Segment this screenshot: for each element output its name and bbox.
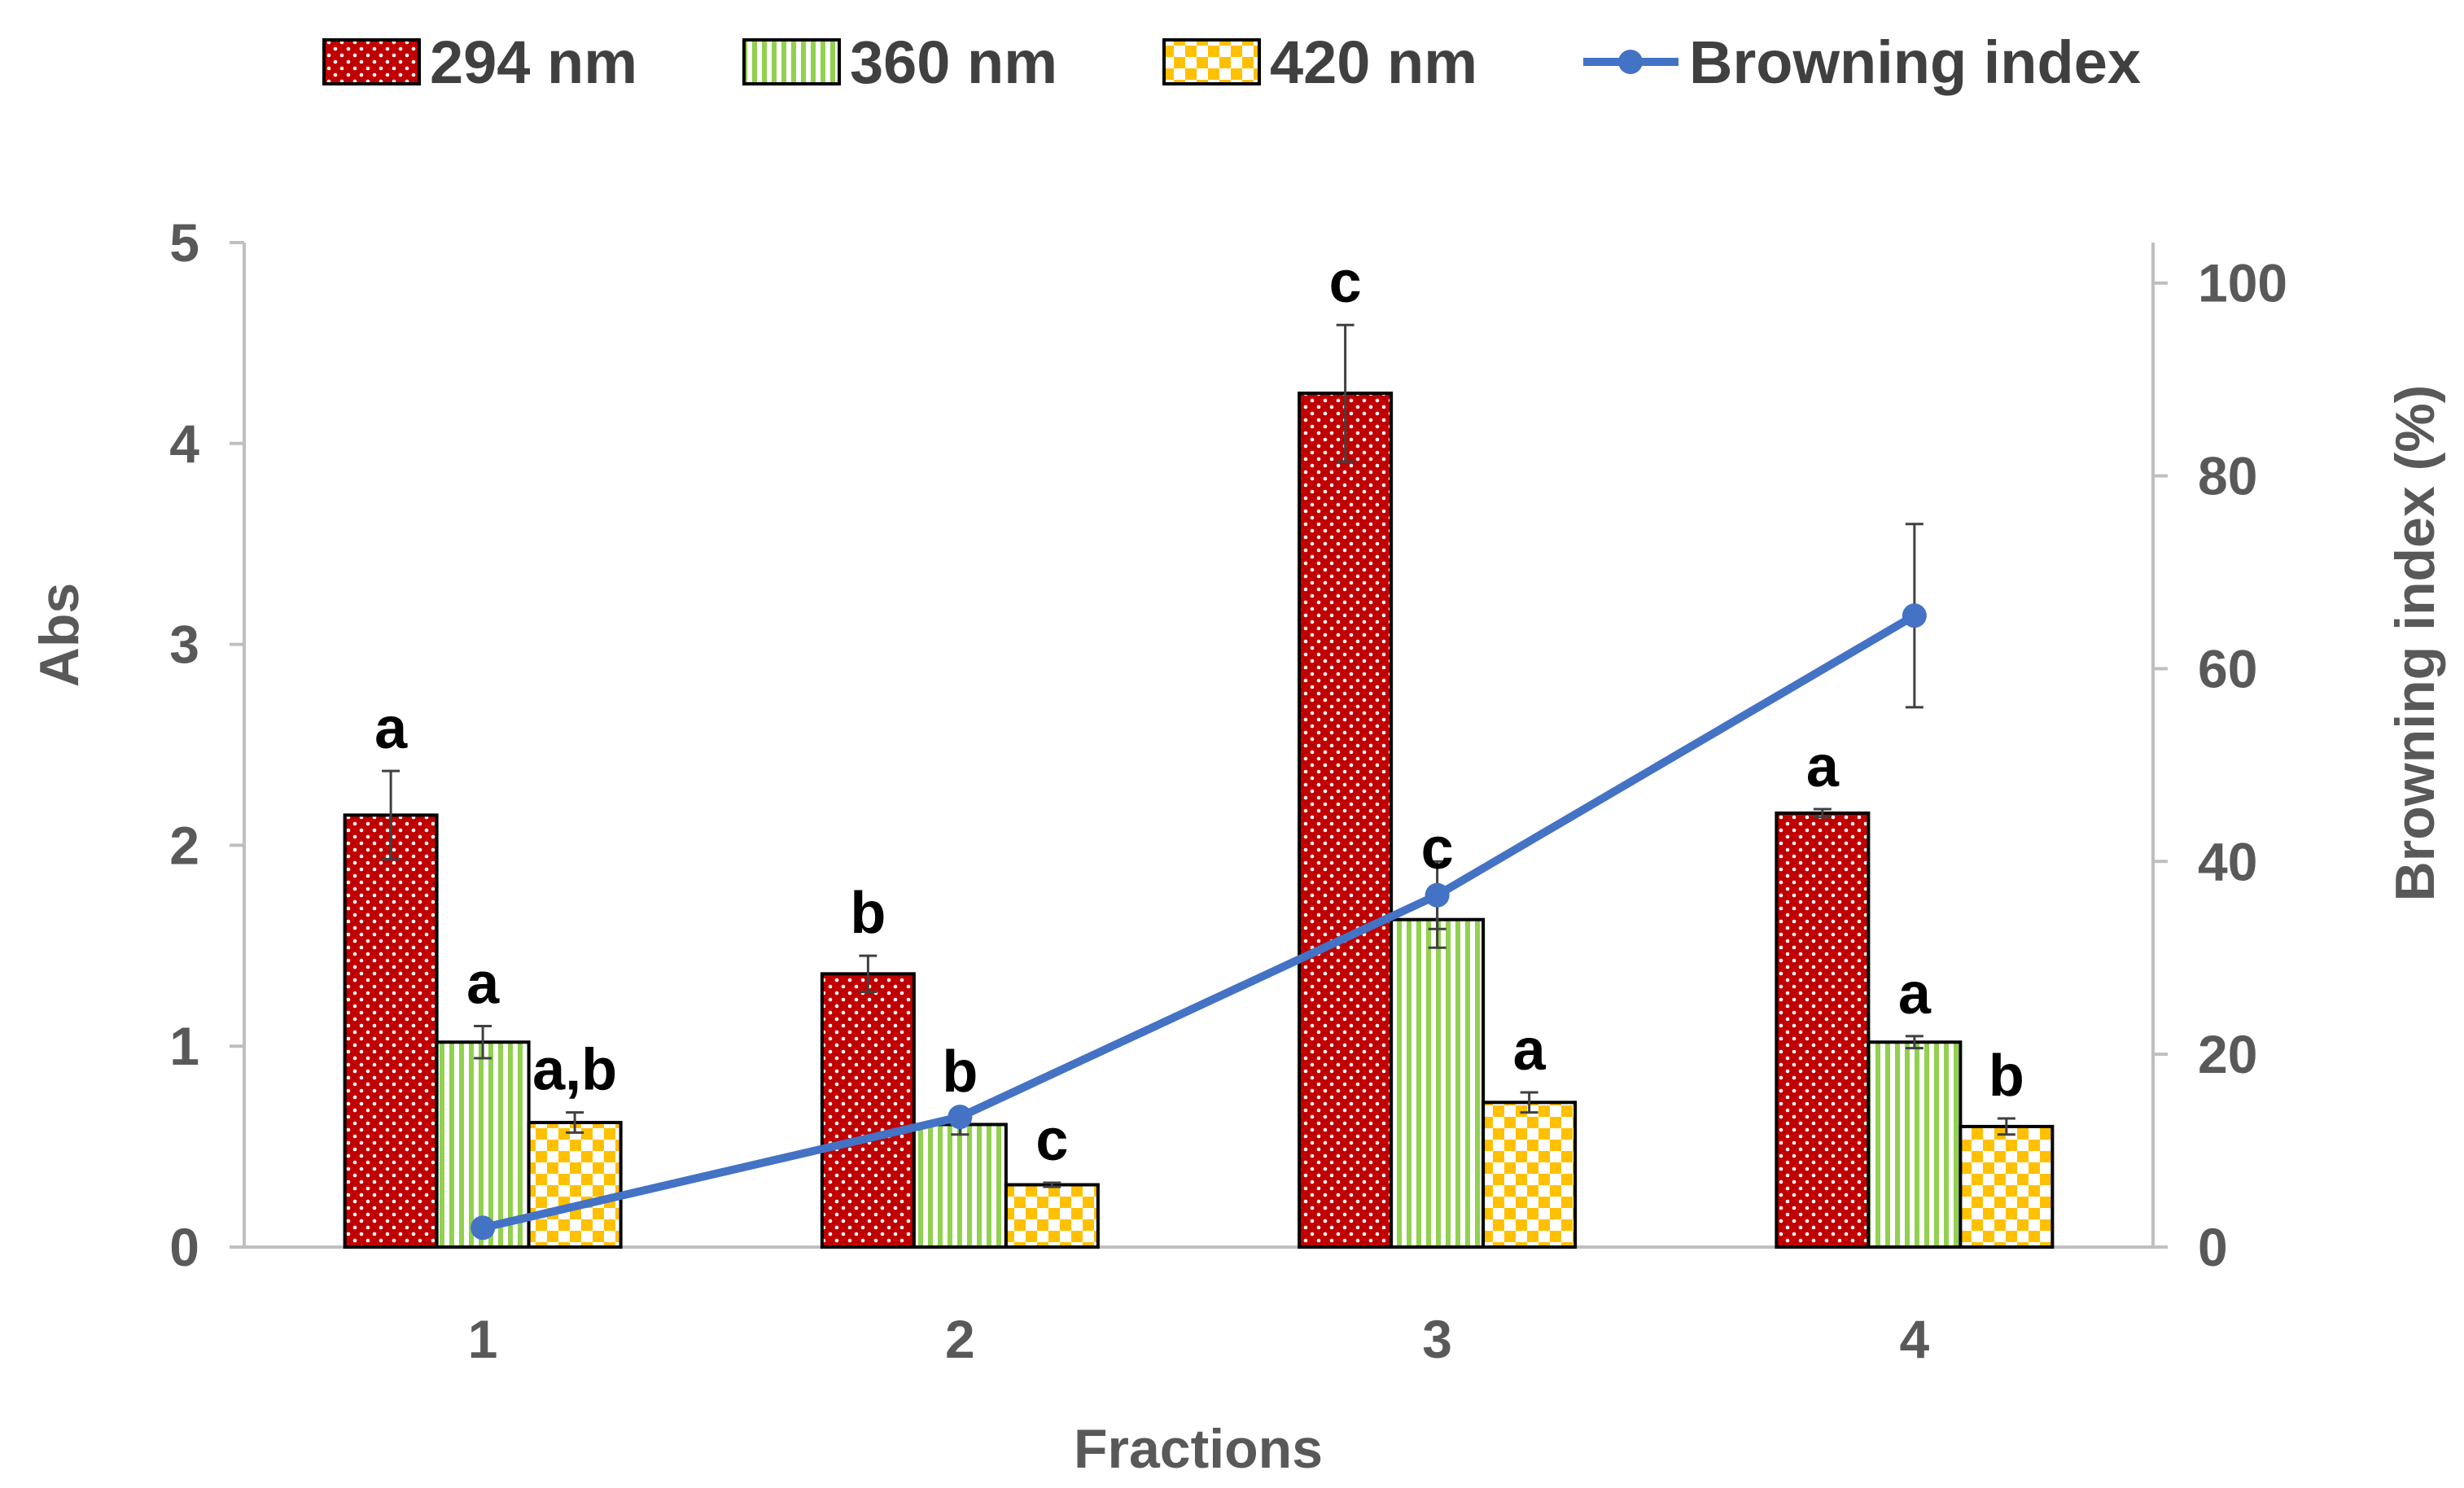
x-tick-label: 1	[468, 1309, 498, 1369]
legend-swatch-420-nm	[1162, 38, 1261, 85]
bar-294-nm	[343, 813, 439, 1249]
y2-tick-label: 80	[2198, 446, 2257, 506]
x-tick-label: 3	[1422, 1309, 1452, 1369]
bar-420-nm	[527, 1120, 623, 1249]
y2-axis-title: Browning index (%)	[2384, 385, 2446, 902]
browning-index-point	[948, 1105, 973, 1130]
y-tick-label: 3	[169, 615, 199, 675]
browning-index-point	[1425, 882, 1450, 908]
significance-letter: c	[1421, 816, 1454, 882]
bar-294-nm	[820, 972, 916, 1249]
x-axis-title: Fractions	[1074, 1418, 1323, 1480]
y-tick-label: 4	[169, 414, 199, 474]
y2-tick-label: 0	[2198, 1217, 2228, 1277]
bar-360-nm	[912, 1123, 1008, 1249]
browning-index-line	[470, 523, 1927, 1241]
y2-tick-label: 20	[2198, 1024, 2257, 1084]
y2-tick-label: 100	[2198, 253, 2287, 313]
significance-letter: a	[466, 952, 500, 1017]
bar-420-nm	[1481, 1101, 1578, 1249]
bar-420-nm	[1004, 1183, 1100, 1249]
significance-letter: c	[1035, 1108, 1068, 1173]
browning-index-point	[1902, 603, 1927, 628]
bar-294-nm	[1775, 811, 1871, 1249]
bars	[343, 323, 2055, 1249]
significance-letter: b	[1989, 1044, 2024, 1109]
y-tick-label: 2	[169, 815, 199, 875]
bar-420-nm	[1959, 1124, 2055, 1249]
significance-letter: b	[850, 881, 886, 946]
y-tick-label: 1	[169, 1016, 199, 1076]
y-axis-title: Abs	[28, 583, 90, 687]
browning-index-point	[470, 1215, 496, 1241]
bar-294-nm	[1298, 392, 1394, 1249]
significance-letter: a	[374, 696, 408, 761]
legend-label: 360 nm	[850, 28, 1057, 96]
y-tick-label: 0	[169, 1217, 199, 1277]
legend-swatch-294-nm	[322, 38, 421, 85]
legend-label: 294 nm	[430, 28, 637, 96]
significance-letter: a	[1806, 734, 1840, 799]
bar-360-nm	[1867, 1040, 1963, 1249]
legend-swatch-360-nm	[742, 38, 841, 85]
bar-360-nm	[1390, 917, 1486, 1249]
significance-letter: c	[1329, 250, 1362, 315]
bar-360-nm	[435, 1040, 531, 1249]
legend: 294 nm 360 nm 420 nm Browning index	[322, 28, 2141, 96]
x-tick-label: 4	[1900, 1309, 1930, 1369]
significance-letter: a	[1898, 961, 1932, 1026]
x-tick-label: 2	[945, 1309, 975, 1369]
y2-tick-label: 40	[2198, 831, 2257, 891]
significance-letter: b	[942, 1039, 978, 1105]
legend-label: Browning index	[1689, 28, 2141, 96]
significance-letter: a,b	[532, 1038, 617, 1103]
axes: 0 1 2 3 4 5 0 20 40 60 80 100 1 2 3 4	[169, 212, 2287, 1369]
y2-tick-label: 60	[2198, 638, 2257, 698]
legend-label: 420 nm	[1270, 28, 1477, 96]
browning-index-series-line	[481, 611, 1917, 1232]
significance-letter: a	[1513, 1018, 1547, 1083]
y-tick-label: 5	[169, 212, 199, 273]
legend-line-marker	[1618, 50, 1643, 74]
